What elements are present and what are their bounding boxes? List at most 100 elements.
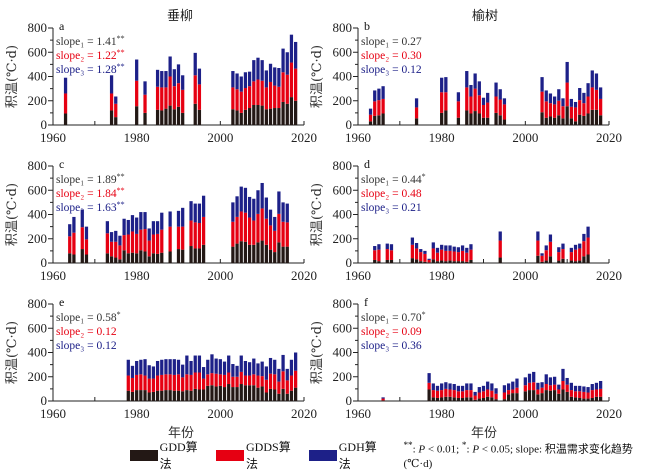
bar-gdd-2018 (294, 100, 298, 125)
bar-gdh-1990 (176, 359, 181, 375)
bar-gdh-1991 (486, 381, 490, 390)
bar-gdd-1994 (498, 115, 502, 125)
bar-gdd-1979 (435, 397, 440, 401)
bar-gdd-2003 (536, 394, 540, 401)
bar-gdds-1994 (193, 372, 197, 389)
y-tick-label: 800 (28, 158, 48, 173)
bar-gdds-2017 (594, 89, 599, 110)
bar-gdds-1981 (444, 92, 448, 111)
bar-gdd-1991 (181, 249, 185, 263)
bar-gdd-2004 (235, 110, 239, 125)
bar-gdd-1987 (164, 108, 168, 125)
bar-gdh-1990 (481, 385, 486, 392)
bar-gdds-1981 (139, 229, 143, 251)
bar-gdd-2008 (557, 115, 561, 125)
bar-gdd-2006 (243, 109, 248, 125)
bar-gdh-2008 (252, 358, 256, 375)
significance-mark: * (422, 172, 426, 181)
bar-gdd-1995 (502, 399, 507, 401)
y-tick-label: 400 (28, 345, 48, 360)
bar-gdd-2008 (557, 260, 561, 263)
bar-gdh-2012 (573, 385, 578, 392)
bar-gdd-1981 (444, 110, 448, 125)
bar-gdd-2010 (260, 386, 264, 401)
bar-gdds-2004 (235, 216, 239, 244)
bar-gdh-1982 (448, 245, 452, 251)
bar-gdd-1976 (423, 261, 427, 263)
y-tick-label: 400 (28, 207, 48, 222)
bar-gdh-1988 (168, 56, 172, 77)
bar-gdds-2004 (540, 91, 544, 113)
x-tick-label: 2000 (512, 268, 538, 283)
bar-gdd-2013 (578, 114, 582, 125)
y-tick-label: 600 (333, 320, 353, 335)
bar-gdd-2009 (561, 258, 565, 263)
bar-gdh-1995 (502, 98, 507, 105)
bar-gdds-2010 (260, 80, 264, 106)
bar-gdds-2012 (573, 107, 578, 122)
bar-gdd-1988 (473, 111, 477, 125)
bar-gdh-2011 (264, 366, 268, 380)
bar-gdd-1975 (419, 261, 423, 263)
bar-gdds-2018 (294, 370, 298, 388)
bar-gdd-2015 (586, 113, 590, 125)
bar-gdh-1995 (197, 355, 202, 373)
bar-gdd-1982 (143, 390, 147, 401)
slope-annotation-3: slope₃ = 1.63** (56, 200, 125, 214)
bar-gdds-1974 (109, 241, 114, 257)
bar-gdh-1992 (185, 355, 189, 375)
bar-gdds-1985 (155, 86, 160, 110)
bar-gdd-2012 (573, 261, 578, 263)
bar-gdds-1979 (435, 390, 440, 398)
bar-gdd-1983 (452, 261, 456, 263)
bar-gdds-2015 (281, 371, 285, 389)
bar-gdd-1985 (155, 390, 160, 401)
bar-gdds-1983 (452, 251, 456, 262)
bar-gdd-1986 (160, 110, 164, 125)
y-tick-label: 800 (28, 296, 48, 311)
y-axis-label: 积温(℃·d) (310, 183, 325, 246)
x-tick-label: 2020 (291, 130, 317, 145)
bar-gdh-1994 (193, 355, 197, 373)
bar-gdds-1995 (197, 222, 202, 249)
bar-gdds-2013 (273, 230, 277, 253)
bar-gdd-1976 (118, 259, 122, 263)
bar-gdds-1992 (490, 390, 494, 398)
bar-gdd-2014 (277, 242, 281, 263)
bar-gdds-2010 (565, 82, 569, 107)
bar-gdh-1989 (172, 359, 176, 375)
bar-gdds-2006 (243, 375, 248, 386)
bar-gdh-1998 (210, 354, 214, 374)
y-tick-label: 800 (28, 20, 48, 35)
bar-gdds-1968 (84, 239, 89, 255)
bar-gdh-2013 (578, 243, 582, 249)
x-tick-label: 1960 (40, 130, 66, 145)
y-tick-label: 400 (28, 69, 48, 84)
bar-gdh-2008 (557, 384, 561, 390)
bar-gdd-1973 (105, 253, 110, 263)
bar-gdds-1990 (481, 104, 486, 118)
slope-value: slope₂ = 0.12 (56, 326, 117, 338)
bar-gdh-1981 (139, 359, 143, 375)
bar-gdh-2016 (285, 368, 289, 381)
bar-gdds-2003 (231, 376, 235, 388)
bar-gdh-1980 (135, 59, 139, 81)
slope-value: slope₃ = 1.63 (56, 202, 117, 214)
bar-gdh-2018 (294, 352, 298, 371)
bar-gdh-2005 (544, 374, 548, 385)
bar-gdd-1997 (511, 393, 515, 401)
bar-gdd-2007 (552, 117, 557, 125)
bar-gdh-1982 (143, 359, 147, 376)
bar-gdd-2006 (548, 116, 553, 125)
bar-gdh-2004 (540, 382, 544, 388)
bar-gdd-1997 (206, 385, 210, 401)
bar-gdds-1986 (160, 87, 164, 111)
bar-gdd-1996 (506, 394, 511, 401)
bar-gdds-2008 (252, 374, 256, 386)
bar-gdds-1977 (427, 259, 431, 263)
bar-gdds-1988 (168, 76, 172, 106)
legend-item-gdh: GDH算法 (309, 438, 386, 472)
bar-gdh-2005 (239, 76, 243, 92)
bar-gdh-1984 (456, 247, 461, 253)
bar-gdds-1997 (206, 374, 210, 386)
